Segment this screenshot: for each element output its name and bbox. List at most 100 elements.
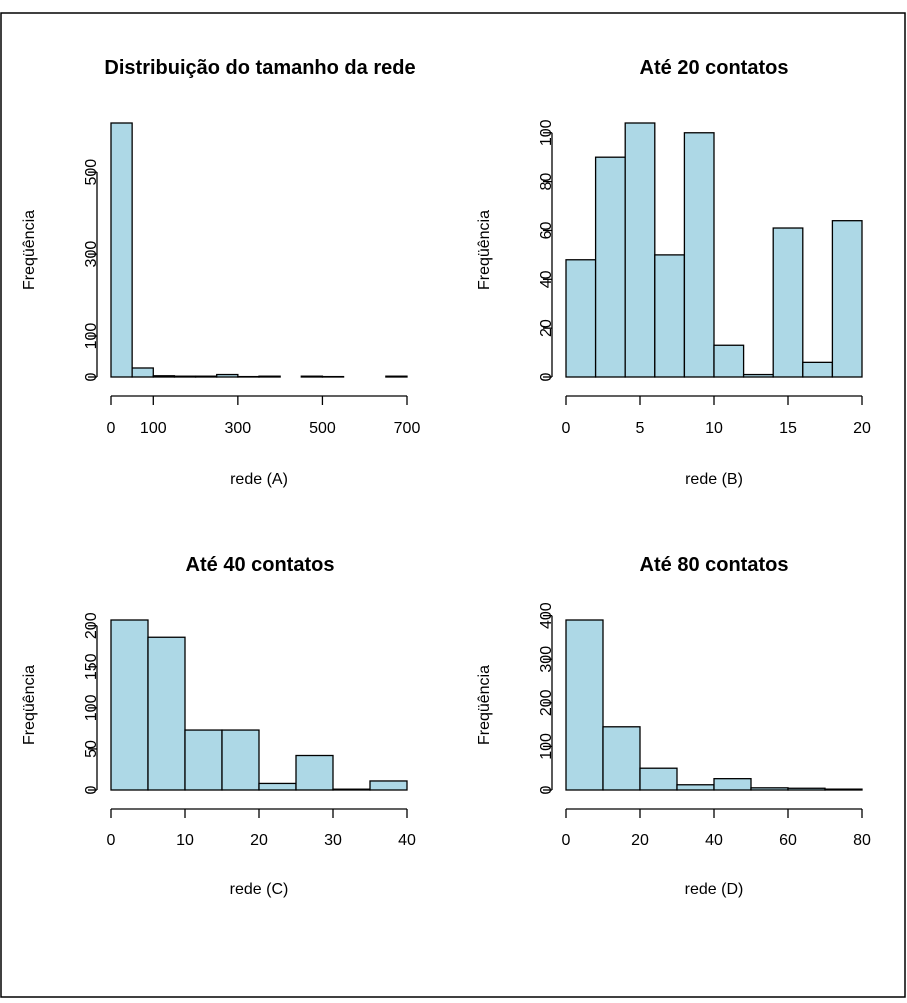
- histogram-bar: [640, 768, 677, 790]
- histogram-bar: [566, 260, 596, 377]
- histogram-bar: [174, 376, 195, 377]
- histogram-bar: [773, 228, 803, 377]
- panel-title: Até 40 contatos: [186, 554, 335, 576]
- y-tick-label: 500: [83, 159, 100, 186]
- histogram-bar: [596, 157, 626, 377]
- x-tick-label: 60: [779, 832, 797, 849]
- x-tick-label: 20: [250, 832, 268, 849]
- y-axis-label: Freqüência: [21, 210, 38, 290]
- histogram-bar: [832, 221, 862, 377]
- y-axis: 0 20 40 60 80 100: [538, 119, 555, 381]
- histogram-bar: [803, 362, 833, 377]
- y-tick-label: 200: [538, 689, 555, 716]
- y-tick-label: 0: [83, 785, 100, 794]
- x-tick-label: 500: [309, 420, 336, 437]
- x-tick-label: 10: [176, 832, 194, 849]
- x-tick-label: 20: [853, 420, 871, 437]
- panel-a: Distribuição do tamanho da rede rede (A)…: [21, 57, 420, 488]
- x-tick-label: 30: [324, 832, 342, 849]
- x-tick-label: 0: [562, 832, 571, 849]
- histogram-bar: [625, 123, 655, 377]
- histogram-bar: [111, 123, 132, 377]
- x-tick-label: 40: [705, 832, 723, 849]
- histogram-bar: [714, 345, 744, 377]
- histogram-bar: [296, 756, 333, 790]
- y-tick-label: 100: [538, 119, 555, 146]
- y-tick-label: 40: [538, 270, 555, 288]
- histogram-bar: [684, 133, 714, 377]
- y-tick-label: 0: [83, 372, 100, 381]
- panel-d: Até 80 contatos rede (D) Freqüência 0 20 4…: [476, 554, 871, 898]
- histogram-bar: [153, 376, 174, 377]
- histogram-bar: [148, 637, 185, 790]
- histogram-bar: [751, 788, 788, 790]
- x-tick-label: 100: [140, 420, 167, 437]
- y-tick-label: 300: [538, 646, 555, 673]
- y-axis: 0 100 300 500: [83, 159, 100, 382]
- x-tick-label: 80: [853, 832, 871, 849]
- y-tick-label: 150: [83, 653, 100, 680]
- histogram-bar: [132, 368, 153, 377]
- y-tick-label: 100: [538, 733, 555, 760]
- x-axis-label: rede (D): [685, 881, 744, 898]
- x-tick-label: 700: [394, 420, 421, 437]
- histogram-bar: [259, 783, 296, 790]
- y-tick-label: 100: [83, 694, 100, 721]
- histogram-bar: [386, 376, 407, 377]
- x-tick-label: 300: [225, 420, 252, 437]
- histogram-bar: [111, 620, 148, 790]
- x-tick-label: 5: [636, 420, 645, 437]
- x-axis-label: rede (B): [685, 471, 743, 488]
- histogram-bar: [185, 730, 222, 790]
- panel-title: Até 80 contatos: [640, 554, 789, 576]
- panel-title: Até 20 contatos: [640, 57, 789, 79]
- bars: [111, 123, 407, 377]
- x-axis: 0 20 40 60 80: [562, 809, 871, 849]
- y-tick-label: 100: [83, 323, 100, 350]
- x-tick-label: 0: [107, 420, 116, 437]
- x-axis-label: rede (C): [230, 881, 289, 898]
- histogram-bar: [714, 779, 751, 790]
- histogram-bar: [825, 789, 862, 790]
- y-tick-label: 400: [538, 602, 555, 629]
- x-tick-label: 20: [631, 832, 649, 849]
- y-axis-label: Freqüência: [21, 665, 38, 745]
- x-axis: 0 100 300 500 700: [107, 396, 421, 437]
- x-axis: 0 10 20 30 40: [107, 809, 416, 849]
- histogram-bar: [196, 376, 217, 377]
- y-tick-label: 50: [83, 740, 100, 758]
- panel-title: Distribuição do tamanho da rede: [104, 57, 415, 79]
- figure-border: [1, 13, 905, 997]
- histogram-bar: [301, 376, 322, 377]
- bars: [566, 123, 862, 377]
- panel-b: Até 20 contatos rede (B) Freqüência 0 5 10…: [476, 57, 871, 488]
- y-tick-label: 20: [538, 319, 555, 337]
- y-tick-label: 80: [538, 173, 555, 191]
- histogram-bar: [788, 788, 825, 790]
- histogram-bar: [566, 620, 603, 790]
- y-tick-label: 0: [538, 372, 555, 381]
- y-tick-label: 0: [538, 785, 555, 794]
- bars: [111, 620, 407, 790]
- x-tick-label: 40: [398, 832, 416, 849]
- x-tick-label: 0: [107, 832, 116, 849]
- histogram-bar: [603, 727, 640, 790]
- x-axis-label: rede (A): [230, 471, 288, 488]
- bars: [566, 620, 862, 790]
- y-axis: 0 100 200 300 400: [538, 602, 555, 794]
- y-axis-label: Freqüência: [476, 665, 493, 745]
- histogram-bar: [259, 376, 280, 377]
- histogram-bar: [222, 730, 259, 790]
- y-tick-label: 60: [538, 221, 555, 239]
- histogram-bar: [677, 785, 714, 790]
- histogram-bar: [744, 375, 774, 377]
- y-axis-label: Freqüência: [476, 210, 493, 290]
- histogram-bar: [333, 789, 370, 790]
- histogram-bar: [370, 781, 407, 790]
- x-tick-label: 10: [705, 420, 723, 437]
- y-tick-label: 300: [83, 241, 100, 268]
- histogram-bar: [655, 255, 685, 377]
